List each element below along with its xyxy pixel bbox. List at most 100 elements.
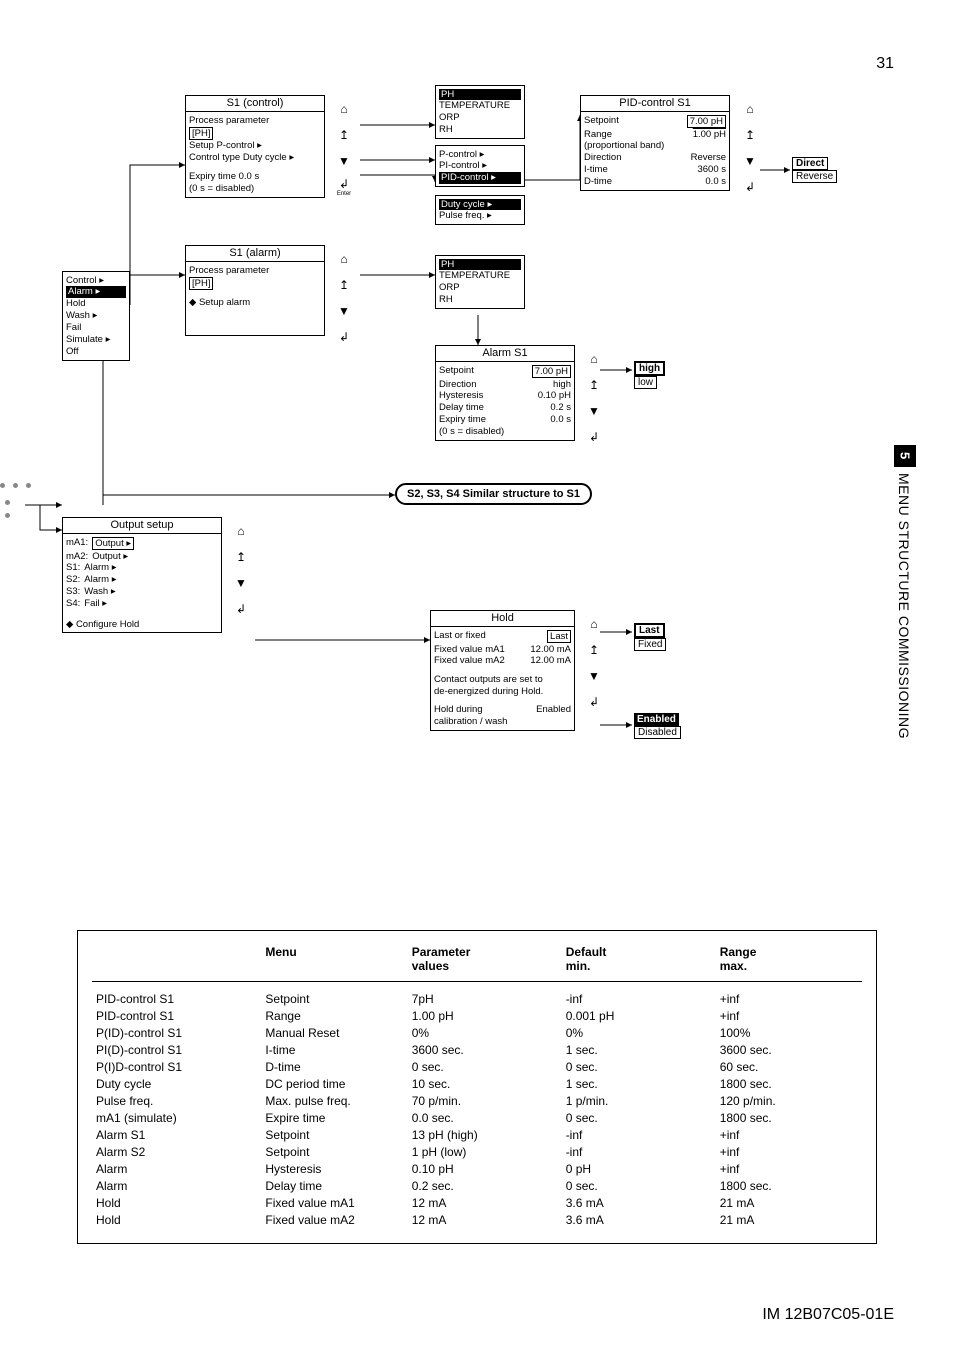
enter-icon: ↲ (583, 692, 605, 712)
list-item-selected: PID-control ▸ (439, 172, 521, 183)
table-cell: Range (261, 1008, 407, 1025)
body-line: Contact outputs are set to (434, 674, 571, 685)
table-cell: Fixed value mA1 (261, 1195, 407, 1212)
table-cell: +inf (716, 1127, 862, 1144)
control-menu-list: Control ▸ Alarm ▸ Hold Wash ▸ Fail Simul… (63, 272, 129, 360)
box-title: Alarm S1 (436, 346, 574, 362)
page: 31 5 MENU STRUCTURE COMMISSIONING (0, 0, 954, 1354)
row-value: 7.00 pH (532, 365, 571, 378)
body-line: de-energized during Hold. (434, 686, 571, 697)
pid-control-box: PID-control S1 Setpoint7.00 pH Range1.00… (580, 95, 730, 191)
row-label: Range (584, 129, 612, 140)
body-line: Expiry time 0.0 s (189, 171, 321, 182)
table-cell: DC period time (261, 1076, 407, 1093)
row-value: 0.0 s (705, 176, 726, 187)
table-cell: -inf (562, 1127, 716, 1144)
table-cell: 0 sec. (562, 1059, 716, 1076)
nav-icons: ⌂ ↥ ▼ ↲ (582, 614, 606, 712)
output-setup-box: Output setup mA1:Output ▸ mA2:Output ▸ S… (62, 517, 222, 633)
table-row: Alarm S1Setpoint13 pH (high)-inf+inf (92, 1127, 862, 1144)
row-label: Fixed value mA2 (434, 655, 505, 666)
table-cell: Expire time (261, 1110, 407, 1127)
table-cell: 0 sec. (562, 1178, 716, 1195)
row-label: S1: (66, 562, 80, 573)
row-label: S4: (66, 598, 80, 609)
field-value: [PH] (189, 277, 213, 290)
s1-alarm-box: S1 (alarm) Process parameter [PH] ◆ Setu… (185, 245, 325, 336)
table-cell: 1800 sec. (716, 1076, 862, 1093)
up-icon: ↥ (333, 275, 355, 295)
table-cell: Alarm (92, 1178, 261, 1195)
row-label: Expiry time (439, 414, 486, 425)
table-cell: 3600 sec. (408, 1042, 562, 1059)
direction-options: Direct Reverse (792, 157, 837, 183)
menu-item: Control ▸ (66, 275, 126, 286)
table-cell: Manual Reset (261, 1025, 407, 1042)
enter-icon: ↲ (583, 427, 605, 447)
table-cell: 0% (562, 1025, 716, 1042)
enter-icon: ↲ (333, 327, 355, 347)
table-cell: Hold (92, 1212, 261, 1229)
option: Reverse (792, 170, 837, 183)
table-header: Parameter values (408, 943, 562, 982)
table-cell: +inf (716, 1161, 862, 1178)
table-row: Pulse freq.Max. pulse freq.70 p/min.1 p/… (92, 1093, 862, 1110)
up-icon: ↥ (583, 375, 605, 395)
row-value: 0.2 s (550, 402, 571, 413)
up-icon: ↥ (230, 547, 252, 567)
row-value: Reverse (691, 152, 726, 163)
body-line: (0 s = disabled) (189, 183, 321, 194)
list-item: TEMPERATURE (439, 270, 521, 281)
nav-icons: ⌂ ↥ ▼ ↲ (738, 99, 762, 197)
list-item: ORP (439, 282, 521, 293)
table-cell: Max. pulse freq. (261, 1093, 407, 1110)
table-cell: 0 sec. (408, 1059, 562, 1076)
parameters-table: Menu Parameter values Default min. Range… (92, 943, 862, 1229)
row-label: Hold during (434, 704, 483, 715)
table-cell: 0 pH (562, 1161, 716, 1178)
table-cell: Setpoint (261, 1144, 407, 1161)
row-value: Enabled (536, 704, 571, 715)
table-cell: 1 sec. (562, 1042, 716, 1059)
row-value: Output ▸ (92, 551, 128, 562)
table-cell: 120 p/min. (716, 1093, 862, 1110)
table-cell: P(I)D-control S1 (92, 1059, 261, 1076)
nav-icons: ⌂ ↥ ▼ ↲ (582, 349, 606, 447)
home-icon: ⌂ (583, 614, 605, 634)
section-title: MENU STRUCTURE COMMISSIONING (894, 473, 912, 739)
list-item: RH (439, 124, 521, 135)
table-cell: 0.0 sec. (408, 1110, 562, 1127)
menu-item: Wash ▸ (66, 310, 126, 321)
list-item: PI-control ▸ (439, 160, 521, 171)
home-icon: ⌂ (230, 521, 252, 541)
row-value: 7.00 pH (687, 115, 726, 128)
table-cell: 1 sec. (562, 1076, 716, 1093)
list-item: P-control ▸ (439, 149, 521, 160)
field-label: Process parameter (189, 265, 321, 276)
row-value: 0.10 pH (538, 390, 571, 401)
list-item-selected: PH (439, 89, 521, 100)
row-label: mA2: (66, 551, 88, 562)
table-cell: Duty cycle (92, 1076, 261, 1093)
up-icon: ↥ (739, 125, 761, 145)
table-cell: 7pH (408, 982, 562, 1008)
table-cell: 1 pH (low) (408, 1144, 562, 1161)
table-cell: -inf (562, 1144, 716, 1161)
high-low-options: high low (634, 361, 665, 389)
up-icon: ↥ (333, 125, 355, 145)
row-value: Wash ▸ (84, 586, 115, 597)
row-value: 1.00 pH (693, 129, 726, 140)
list-item: ORP (439, 112, 521, 123)
enabled-disabled-options: Enabled Disabled (634, 713, 681, 739)
table-cell: Delay time (261, 1178, 407, 1195)
row-value: 0.0 s (550, 414, 571, 425)
parameters-table-container: Menu Parameter values Default min. Range… (77, 930, 877, 1244)
option: Direct (792, 157, 828, 170)
row-value: 12.00 mA (530, 644, 571, 655)
row-label: S2: (66, 574, 80, 585)
home-icon: ⌂ (583, 349, 605, 369)
list-item: RH (439, 294, 521, 305)
menu-diagram: Control ▸ Alarm ▸ Hold Wash ▸ Fail Simul… (0, 85, 860, 805)
table-row: PI(D)-control S1I-time3600 sec.1 sec.360… (92, 1042, 862, 1059)
down-icon: ▼ (583, 666, 605, 686)
